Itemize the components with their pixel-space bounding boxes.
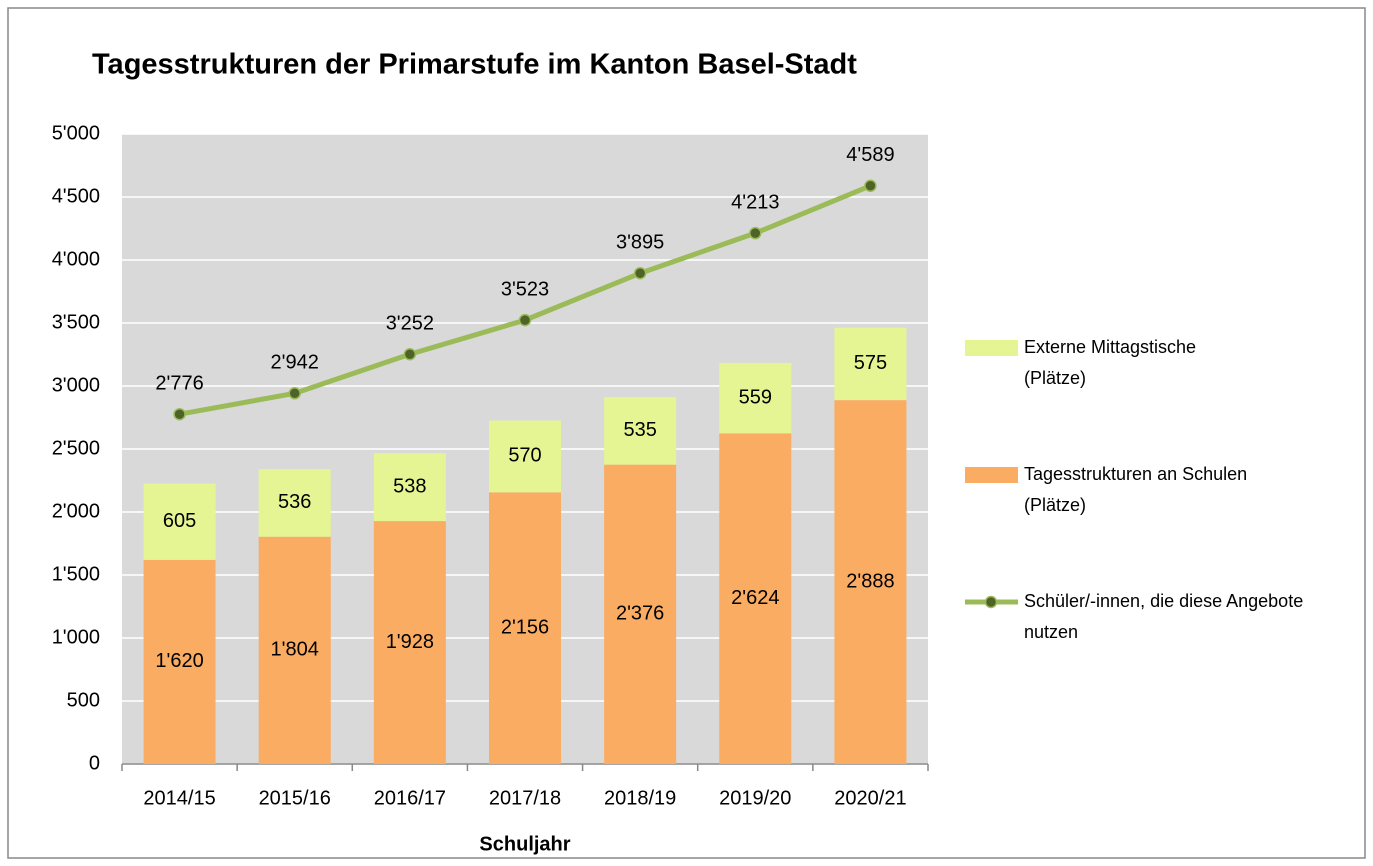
bar	[719, 362, 792, 434]
y-tick-label: 3'000	[52, 374, 100, 396]
y-tick-label: 4'000	[52, 248, 100, 270]
bar-label: 2'156	[501, 616, 549, 638]
chart-title: Tagesstrukturen der Primarstufe im Kanto…	[92, 49, 857, 81]
legend-label: Schüler/-innen, die diese Angebote nutze…	[1024, 591, 1304, 642]
bar-label: 1'804	[271, 639, 319, 661]
bar-label: 2'888	[846, 570, 894, 592]
y-tick-label: 4'500	[52, 185, 100, 207]
y-tick-label: 1'000	[52, 626, 100, 648]
line-label: 3'523	[501, 278, 549, 300]
bar-label: 536	[278, 491, 311, 513]
bar-label: 2'624	[731, 587, 779, 609]
bar	[489, 420, 561, 493]
x-tick-label: 2016/17	[374, 787, 446, 809]
line-marker	[749, 226, 762, 240]
line-marker	[288, 387, 301, 400]
line-marker	[633, 266, 647, 280]
bar-label: 1'620	[155, 650, 203, 672]
line-label: 3'895	[616, 232, 664, 254]
x-tick-label: 2018/19	[604, 787, 676, 809]
bar-label: 570	[508, 445, 541, 467]
bar-label: 575	[854, 352, 887, 374]
bar	[719, 433, 792, 764]
bar	[834, 327, 907, 401]
bar	[143, 559, 216, 764]
bar	[258, 469, 331, 537]
line-label: 3'252	[386, 313, 434, 335]
x-tick-label: 2020/21	[834, 787, 906, 809]
x-tick-label: 2015/16	[259, 787, 331, 809]
legend-swatch	[965, 340, 1018, 356]
bar	[604, 464, 677, 764]
bar	[373, 453, 446, 522]
line-label: 4'213	[731, 191, 779, 213]
y-tick-label: 0	[89, 752, 100, 774]
legend-label: Externe Mittagstische (Plätze)	[1024, 337, 1197, 388]
x-tick-label: 2017/18	[489, 787, 561, 809]
line-label: 2'776	[155, 373, 203, 395]
x-tick-label: 2019/20	[719, 787, 791, 809]
bar-label: 1'928	[386, 631, 434, 653]
bar	[373, 521, 446, 764]
y-tick-label: 1'500	[52, 563, 100, 585]
legend-label: Tagesstrukturen an Schulen (Plätze)	[1024, 464, 1248, 515]
y-tick-label: 2'000	[52, 500, 100, 522]
y-tick-label: 500	[67, 689, 100, 711]
line-marker	[518, 313, 532, 327]
x-tick-label: 2014/15	[143, 787, 215, 809]
line-label: 2'942	[271, 352, 319, 374]
y-tick-label: 2'500	[52, 437, 100, 459]
bar-label: 2'376	[616, 603, 664, 625]
line-marker	[403, 347, 417, 361]
line-marker	[173, 407, 186, 421]
x-axis-title: Schuljahr	[479, 833, 570, 855]
bar-label: 559	[739, 386, 772, 408]
line-marker	[864, 179, 877, 193]
bar	[489, 492, 561, 764]
bar	[258, 536, 331, 764]
y-tick-label: 3'500	[52, 311, 100, 333]
bar	[604, 397, 677, 465]
legend-swatch	[965, 467, 1018, 483]
bar-label: 538	[393, 475, 426, 497]
bar	[834, 400, 907, 764]
bar-label: 605	[163, 510, 196, 532]
bar	[143, 483, 216, 560]
line-label: 4'589	[846, 144, 894, 166]
y-tick-label: 5'000	[52, 122, 100, 144]
legend-marker	[984, 595, 998, 609]
bar-label: 535	[623, 419, 656, 441]
